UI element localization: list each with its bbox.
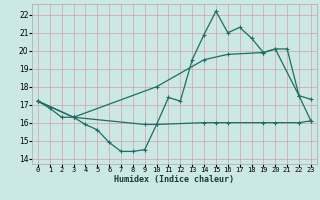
X-axis label: Humidex (Indice chaleur): Humidex (Indice chaleur) bbox=[115, 175, 234, 184]
